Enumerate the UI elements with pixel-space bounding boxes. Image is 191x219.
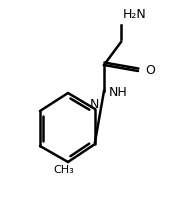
Text: N: N (89, 99, 99, 111)
Text: CH₃: CH₃ (54, 165, 74, 175)
Text: H₂N: H₂N (123, 7, 147, 21)
Text: NH: NH (109, 87, 128, 99)
Text: O: O (145, 65, 155, 78)
